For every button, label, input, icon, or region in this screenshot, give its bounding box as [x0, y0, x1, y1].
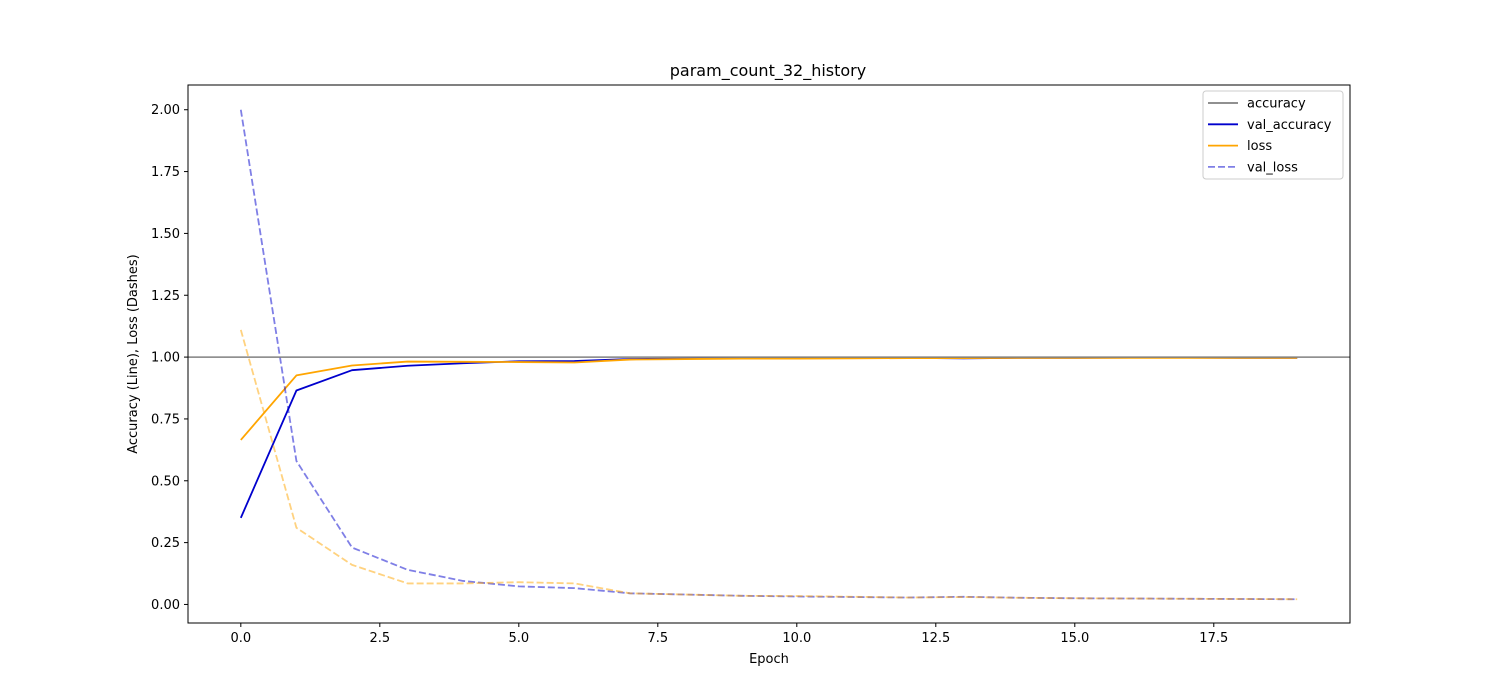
y-tick-label: 0.75	[151, 412, 180, 427]
x-tick-label: 15.0	[1060, 631, 1089, 646]
y-tick-label: 1.75	[151, 165, 180, 180]
plot-background	[188, 85, 1350, 623]
y-tick-label: 1.50	[151, 227, 180, 242]
legend-label-loss: loss	[1247, 139, 1272, 154]
x-tick-label: 7.5	[647, 631, 668, 646]
x-tick-label: 10.0	[782, 631, 811, 646]
y-axis-label: Accuracy (Line), Loss (Dashes)	[126, 254, 141, 454]
y-axis: 0.00 0.25 0.50 0.75 1.00 1.25 1.50 1.75 2.00	[151, 103, 188, 613]
legend-label-val_accuracy: val_accuracy	[1247, 118, 1332, 133]
plot-frame	[187, 84, 1351, 624]
series-layer	[188, 109, 1350, 601]
x-tick-label: 0.0	[230, 631, 251, 646]
x-tick-label: 12.5	[921, 631, 950, 646]
y-tick-label: 1.25	[151, 289, 180, 304]
x-tick-label: 17.5	[1199, 631, 1228, 646]
y-tick-label: 0.50	[151, 474, 180, 489]
series-line-3	[239, 329, 1298, 601]
legend-label-val_loss: val_loss	[1247, 160, 1298, 175]
y-tick-label: 0.25	[151, 536, 180, 551]
legend-box	[1202, 90, 1344, 180]
y-tick-label: 2.00	[151, 103, 180, 118]
y-tick-label: 1.00	[151, 351, 180, 366]
x-tick-label: 5.0	[508, 631, 529, 646]
legend-label-accuracy: accuracy	[1247, 97, 1306, 112]
x-axis: 0.0 2.5 5.0 7.5 10.0 12.5 15.0 17.5	[230, 623, 1228, 646]
plot-area	[187, 84, 1351, 624]
x-axis-label: Epoch	[749, 652, 789, 667]
y-tick-label: 0.00	[151, 598, 180, 613]
x-tick-label: 2.5	[369, 631, 390, 646]
chart-title: param_count_32_history	[670, 61, 866, 81]
